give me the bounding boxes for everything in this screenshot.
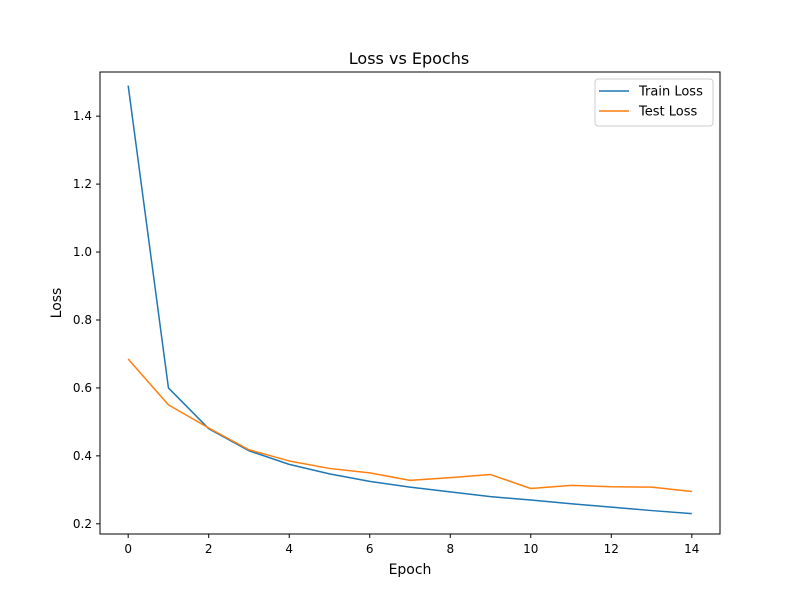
y-tick-label: 0.4 <box>73 449 92 463</box>
y-tick-label: 0.8 <box>73 313 92 327</box>
y-axis: 0.2 0.4 0.6 0.8 1.0 1.2 1.4 <box>73 109 100 531</box>
series-line-test-loss <box>127 358 692 493</box>
x-tick-label: 4 <box>285 542 293 556</box>
x-axis-label: Epoch <box>389 562 432 578</box>
chart-title: Loss vs Epochs <box>349 49 469 68</box>
axes-frame <box>99 71 721 535</box>
y-tick-label: 1.4 <box>73 109 92 123</box>
x-tick-label: 0 <box>124 542 132 556</box>
x-tick-label: 2 <box>205 542 213 556</box>
series-line-train-loss <box>127 85 692 515</box>
y-tick-label: 0.2 <box>73 517 92 531</box>
y-tick-label: 1.2 <box>73 177 92 191</box>
plot-area <box>127 85 692 515</box>
x-axis: 0 2 4 6 8 10 12 14 <box>124 534 699 556</box>
x-tick-label: 6 <box>366 542 374 556</box>
x-tick-label: 8 <box>446 542 454 556</box>
x-tick-label: 10 <box>523 542 538 556</box>
y-tick-label: 1.0 <box>73 245 92 259</box>
x-tick-label: 14 <box>684 542 699 556</box>
y-axis-label: Loss <box>49 288 65 319</box>
legend: Train Loss Test Loss <box>594 78 714 127</box>
legend-label-test-loss: Test Loss <box>638 105 697 120</box>
x-tick-label: 12 <box>604 542 619 556</box>
y-tick-label: 0.6 <box>73 381 92 395</box>
legend-label-train-loss: Train Loss <box>638 85 703 100</box>
